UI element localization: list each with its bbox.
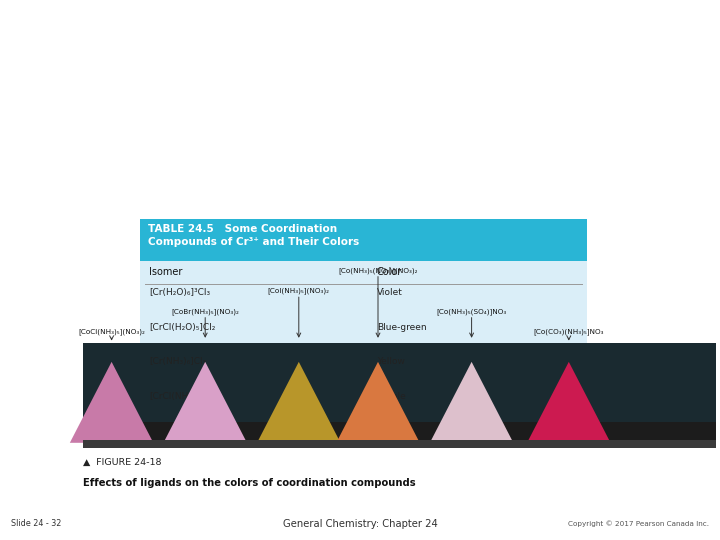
Text: Copyright © 2017 Pearson Canada Inc.: Copyright © 2017 Pearson Canada Inc. bbox=[568, 521, 709, 527]
Text: TABLE 24.5   Some Coordination
Compounds of Cr³⁺ and Their Colors: TABLE 24.5 Some Coordination Compounds o… bbox=[148, 224, 359, 247]
Polygon shape bbox=[163, 362, 247, 443]
Text: [Co(NH₃)₅(NO₂)](NO₃)₂: [Co(NH₃)₅(NO₂)](NO₃)₂ bbox=[338, 267, 418, 274]
Bar bbox=[83, 440, 716, 448]
Text: [CoI(NH₃)₅](NO₃)₂: [CoI(NH₃)₅](NO₃)₂ bbox=[268, 287, 330, 294]
Text: Isomer: Isomer bbox=[149, 267, 182, 278]
Text: [Cr(H₂O)₆]³Cl₃: [Cr(H₂O)₆]³Cl₃ bbox=[149, 288, 210, 297]
Text: [CrCl(H₂O)₅]Cl₂: [CrCl(H₂O)₅]Cl₂ bbox=[149, 322, 215, 332]
Polygon shape bbox=[257, 362, 341, 443]
Bar bbox=[140, 261, 587, 427]
Text: General Chemistry: Chapter 24: General Chemistry: Chapter 24 bbox=[283, 519, 437, 529]
Text: [CoBr(NH₃)₅](NO₃)₂: [CoBr(NH₃)₅](NO₃)₂ bbox=[171, 308, 239, 315]
Text: Slide 24 - 32: Slide 24 - 32 bbox=[11, 519, 61, 528]
Text: [Cr(NH₃)₆]Cl₃: [Cr(NH₃)₆]Cl₃ bbox=[149, 357, 207, 366]
Bar bbox=[83, 343, 716, 448]
Text: Color: Color bbox=[377, 267, 402, 278]
Text: [Co(NH₃)₅(SO₄)]NO₃: [Co(NH₃)₅(SO₄)]NO₃ bbox=[436, 308, 507, 315]
Polygon shape bbox=[70, 362, 153, 443]
Text: Yellow: Yellow bbox=[377, 357, 405, 366]
Bar bbox=[83, 343, 716, 422]
Text: Violet: Violet bbox=[377, 288, 403, 297]
Polygon shape bbox=[430, 362, 513, 443]
Text: Purple: Purple bbox=[377, 392, 406, 401]
Bar bbox=[140, 219, 587, 261]
Text: [CrCl(NH₃)₅]Cl₂: [CrCl(NH₃)₅]Cl₂ bbox=[149, 392, 215, 401]
Text: [CoCl(NH₃)₅](NO₃)₂: [CoCl(NH₃)₅](NO₃)₂ bbox=[78, 328, 145, 335]
Text: Effects of ligands on the colors of coordination compounds: Effects of ligands on the colors of coor… bbox=[83, 478, 415, 489]
Polygon shape bbox=[527, 362, 611, 443]
Text: Blue-green: Blue-green bbox=[377, 322, 427, 332]
Text: ▲  FIGURE 24-18: ▲ FIGURE 24-18 bbox=[83, 458, 161, 467]
Text: [Co(CO₃)(NH₃)₅]NO₃: [Co(CO₃)(NH₃)₅]NO₃ bbox=[534, 328, 604, 335]
Polygon shape bbox=[336, 362, 420, 443]
